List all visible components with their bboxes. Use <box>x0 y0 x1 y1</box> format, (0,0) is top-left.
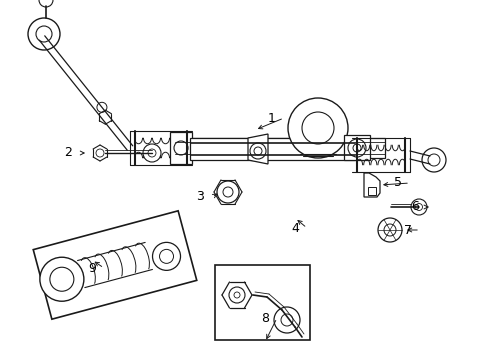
Polygon shape <box>343 135 369 160</box>
Text: 4: 4 <box>290 221 298 234</box>
Circle shape <box>253 147 262 155</box>
Circle shape <box>228 287 244 303</box>
Circle shape <box>96 149 104 157</box>
Bar <box>170 132 192 164</box>
Text: 3: 3 <box>196 190 203 203</box>
Circle shape <box>50 267 74 291</box>
Circle shape <box>152 242 180 270</box>
Circle shape <box>159 249 173 264</box>
Circle shape <box>142 144 161 162</box>
Circle shape <box>427 154 439 166</box>
Circle shape <box>97 102 107 112</box>
Circle shape <box>347 139 365 157</box>
Circle shape <box>410 199 426 215</box>
Circle shape <box>302 112 333 144</box>
Circle shape <box>217 181 239 203</box>
Text: 9: 9 <box>88 261 96 274</box>
Bar <box>367 187 375 195</box>
Text: 8: 8 <box>261 311 268 324</box>
Circle shape <box>249 143 265 159</box>
Circle shape <box>281 314 292 326</box>
Circle shape <box>40 257 84 301</box>
Bar <box>215 265 309 340</box>
Circle shape <box>28 18 60 50</box>
Text: 7: 7 <box>403 224 411 237</box>
Polygon shape <box>363 173 379 197</box>
Circle shape <box>377 218 401 242</box>
Circle shape <box>234 292 240 298</box>
Bar <box>175 138 384 158</box>
Bar <box>190 138 354 160</box>
Polygon shape <box>247 134 267 164</box>
Circle shape <box>174 141 187 155</box>
Circle shape <box>223 187 232 197</box>
Text: 1: 1 <box>267 112 275 125</box>
Circle shape <box>39 0 53 7</box>
Circle shape <box>36 26 52 42</box>
Polygon shape <box>33 211 196 319</box>
Circle shape <box>287 98 347 158</box>
Circle shape <box>148 149 156 157</box>
Circle shape <box>383 224 395 236</box>
Text: 5: 5 <box>393 176 401 189</box>
Text: 2: 2 <box>64 147 72 159</box>
Circle shape <box>273 307 299 333</box>
Text: 6: 6 <box>410 201 418 213</box>
Circle shape <box>421 148 445 172</box>
Circle shape <box>352 144 360 152</box>
Circle shape <box>415 203 422 211</box>
